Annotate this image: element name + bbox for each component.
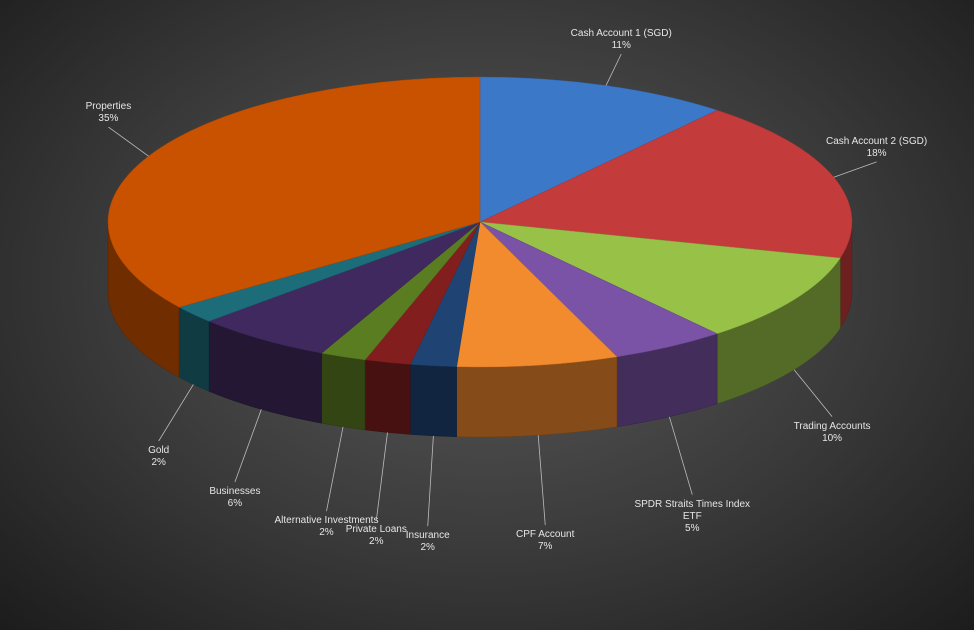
value-label: 5% (685, 522, 700, 534)
side-walls (107, 221, 853, 438)
leader-line (427, 435, 434, 527)
leader-line (158, 384, 194, 442)
data-label: Cash Account 1 (SGD) 11% (561, 28, 681, 52)
value-label: 7% (537, 541, 553, 553)
data-label: Properties 35% (48, 101, 168, 125)
data-label: Gold 2% (99, 445, 219, 469)
slice-side (410, 364, 457, 437)
slice-side (364, 359, 411, 435)
category-label: Alternative Investments (274, 515, 379, 527)
data-label: Trading Accounts 10% (772, 421, 892, 445)
category-label: SPDR Straits Times Index ETF (634, 498, 751, 522)
leader-line (326, 426, 344, 512)
slice (479, 76, 718, 223)
category-label: Cash Account 2 (SGD) (826, 135, 928, 147)
data-label: Alternative Investments 2% (266, 515, 386, 539)
category-label: Gold (148, 444, 170, 456)
category-label: Cash Account 1 (SGD) (570, 28, 672, 39)
slice-side (178, 306, 210, 392)
slice-side (321, 352, 366, 431)
leader-line (537, 435, 546, 526)
slice-side (456, 356, 618, 438)
value-label: 10% (822, 432, 843, 444)
value-label: 18% (866, 147, 887, 159)
leader-line (234, 409, 262, 483)
category-label: Private Loans (345, 524, 407, 536)
data-label: Businesses 6% (175, 486, 295, 510)
value-label: 11% (611, 40, 631, 51)
slice-tops (107, 76, 853, 368)
slice (208, 221, 481, 354)
slice (107, 76, 481, 308)
data-label: Private Loans 2% (316, 524, 436, 548)
value-label: 2% (319, 527, 334, 539)
category-label: CPF Account (516, 529, 575, 541)
category-label: Trading Accounts (793, 420, 871, 432)
category-label: Insurance (405, 530, 450, 542)
leader-line (375, 432, 388, 521)
data-label: Cash Account 2 (SGD) 18% (817, 136, 937, 160)
data-label: SPDR Straits Times Index ETF 5% (632, 499, 752, 535)
leader-line (793, 369, 833, 417)
data-label: Insurance 2% (368, 530, 488, 554)
value-label: 35% (98, 113, 119, 125)
value-label: 6% (227, 498, 243, 510)
value-label: 2% (151, 456, 166, 468)
slice (479, 221, 841, 334)
slice (456, 221, 618, 368)
value-label: 2% (420, 542, 435, 554)
leader-line (605, 53, 622, 86)
leader-line (668, 416, 693, 495)
data-label: CPF Account 7% (485, 529, 605, 553)
category-label: Properties (85, 101, 132, 113)
leader-line (108, 126, 149, 157)
leader-line (833, 161, 877, 178)
value-label: 2% (369, 536, 384, 548)
category-label: Businesses (209, 486, 261, 498)
slice (479, 110, 853, 259)
